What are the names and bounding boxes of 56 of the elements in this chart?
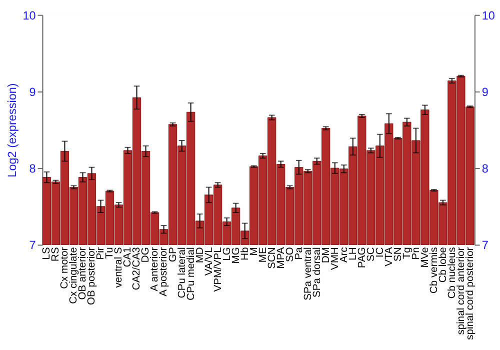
x-tick-label: OB anterior (78, 246, 89, 300)
x-tick-label: LG (222, 247, 233, 261)
x-tick-label: A anterior (150, 246, 161, 292)
x-tick-label: PAG (356, 247, 368, 268)
x-tick-label: ME (258, 247, 269, 263)
x-tick-label: GP (168, 247, 179, 262)
x-tick-label: A posterior (158, 246, 170, 296)
x-tick-label: Cb vermis (428, 247, 440, 294)
x-tick-label: MVe (420, 246, 431, 268)
x-tick-label: SO (284, 247, 296, 262)
x-tick-label: DM (320, 247, 332, 264)
x-tick-label: Cb lobe (438, 246, 449, 283)
x-tick-label: VMH (330, 247, 341, 270)
x-tick-label: SN (392, 247, 404, 262)
x-tick-label: CA1 (122, 246, 134, 268)
x-tick-label: VTA (384, 247, 395, 266)
x-tick-label: Pn (410, 246, 422, 260)
y-tick-label: 9 (29, 86, 36, 99)
x-tick-label: MG (230, 247, 242, 264)
x-tick-label: LH (348, 247, 359, 260)
x-tick-label: spinal cord posterior (464, 246, 476, 340)
x-tick-label: Pa (294, 246, 305, 260)
y2-tick-label: 10 (482, 9, 496, 22)
x-tick-label: OB posterior (86, 246, 98, 305)
x-tick-label: CA2/CA3 (132, 246, 143, 290)
x-tick-label: SPa ventral (302, 247, 314, 300)
x-tick-label: RS (50, 247, 62, 262)
x-tick-label: DG (140, 247, 152, 263)
x-tick-label: CPu medial (186, 247, 197, 300)
x-tick-label: SCN (266, 247, 278, 269)
y2-tick-label: 8 (482, 162, 489, 176)
x-tick-label: Pir (96, 246, 107, 260)
x-tick-label: CPu lateral (176, 247, 188, 298)
x-tick-label: spinal cord anterior (456, 246, 467, 335)
x-tick-label: Cx motor (60, 246, 71, 289)
x-tick-label: Hb (240, 246, 251, 260)
x-tick-label: VPM/VPL (212, 246, 224, 292)
x-tick-label: ventral S (114, 247, 125, 288)
x-tick-label: MPA (276, 247, 287, 269)
x-tick-label: Tu (104, 246, 116, 259)
y-axis-title: Log2 (expression) (6, 83, 19, 178)
x-tick-label: SC (366, 246, 377, 262)
x-tick-label: Tg (402, 246, 413, 260)
y2-tick-label: 9 (482, 86, 488, 99)
y-tick-label: 8 (29, 162, 36, 176)
x-tick-label: IC (374, 246, 386, 258)
x-tick-label: Cb nucleus (446, 247, 458, 299)
x-tick-label: VA/VL (204, 246, 215, 276)
y-tick-label: 10 (22, 9, 36, 22)
x-tick-label: SPa dorsal (312, 247, 323, 298)
x-tick-label: MD (194, 247, 206, 264)
x-tick-label: Arc (338, 247, 350, 263)
x-tick-label: LS (42, 247, 53, 260)
y-tick-label: 7 (29, 239, 36, 252)
y2-tick-label: 7 (482, 239, 488, 252)
x-tick-label: M (248, 247, 260, 256)
